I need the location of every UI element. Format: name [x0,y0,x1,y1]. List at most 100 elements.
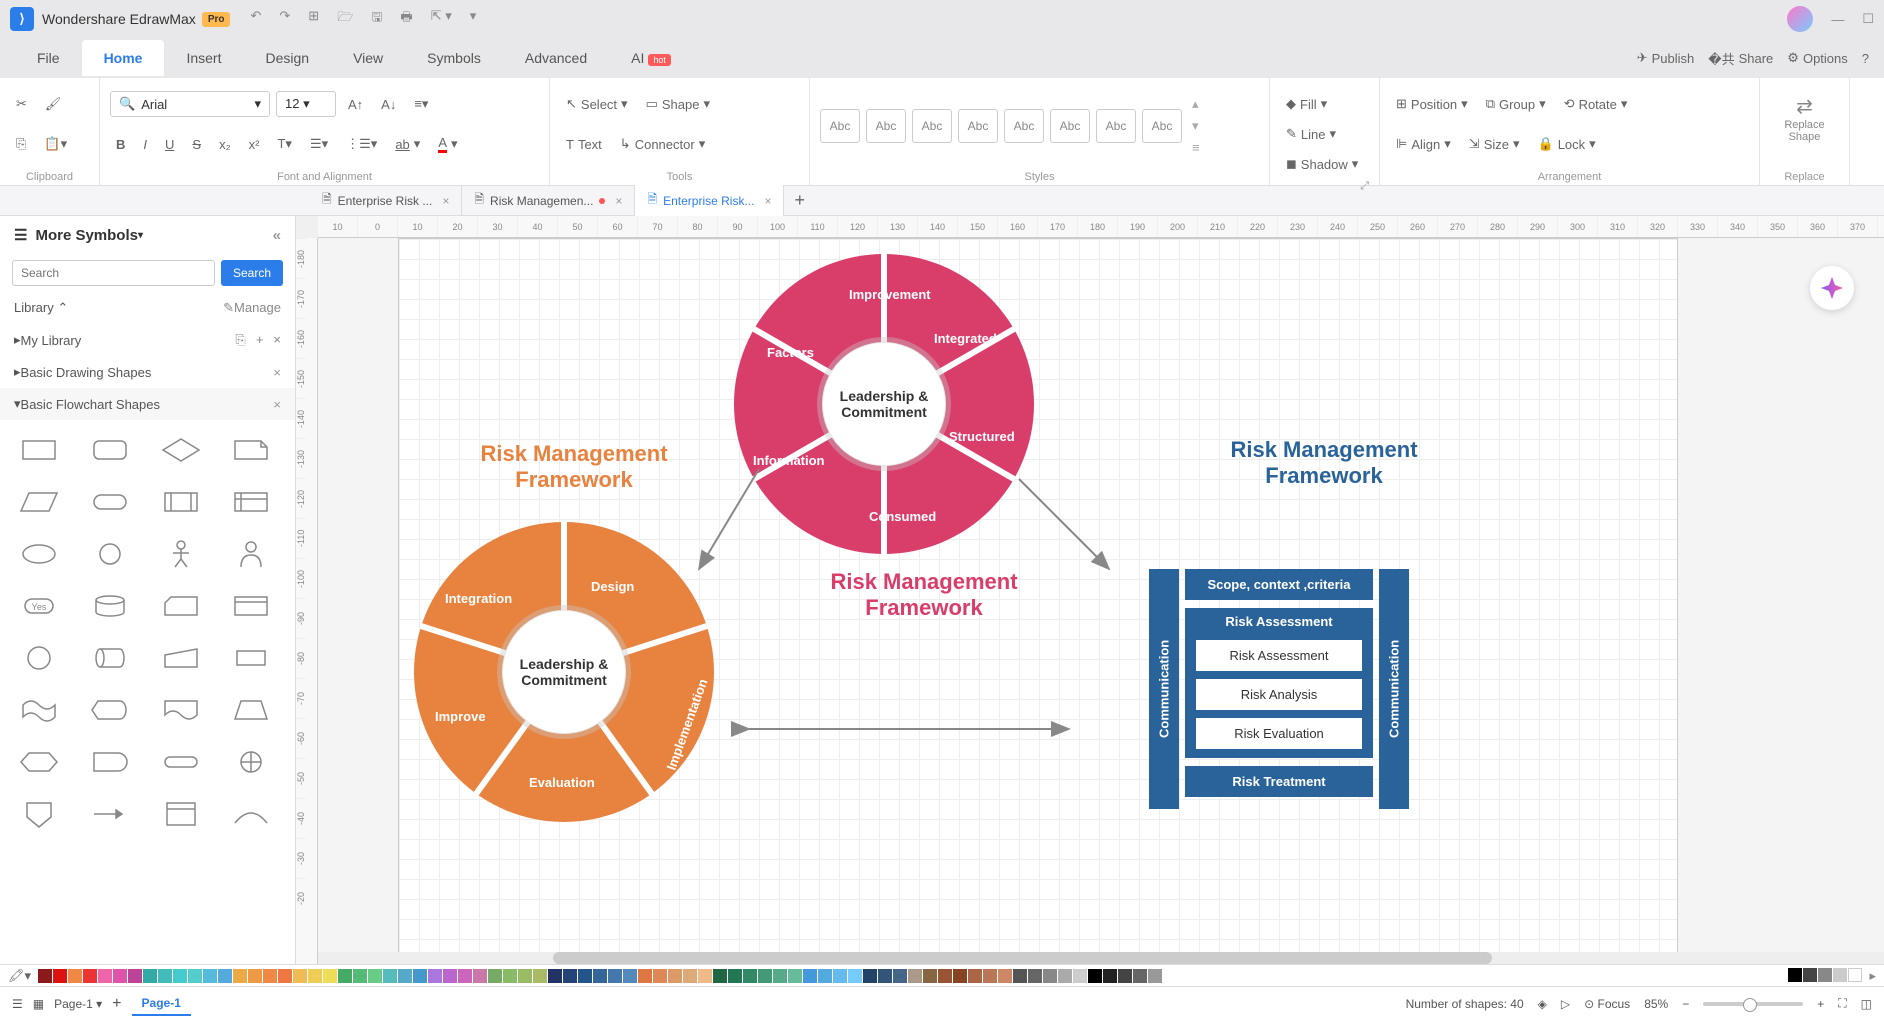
palette-swatch[interactable] [953,969,967,983]
new-icon[interactable]: ⊞ [308,8,319,30]
shape-delay[interactable] [83,742,137,782]
shape-rect[interactable] [12,430,66,470]
shape-card[interactable] [154,586,208,626]
drawing-page[interactable]: Leadership & Commitment Improvement Inte… [398,238,1678,964]
shape-display[interactable] [83,690,137,730]
fullscreen-icon[interactable]: ◫ [1861,997,1872,1011]
palette-swatch[interactable] [668,969,682,983]
palette-swatch[interactable] [203,969,217,983]
shape-parallelogram[interactable] [12,482,66,522]
select-tool[interactable]: ↖ Select ▾ [560,92,634,116]
palette-swatch[interactable] [368,969,382,983]
palette-swatch[interactable] [548,969,562,983]
format-painter-icon[interactable]: 🖌 [39,92,68,116]
shape-terminator[interactable] [83,482,137,522]
line-button[interactable]: ✎ Line ▾ [1280,122,1369,146]
palette-swatch[interactable] [803,969,817,983]
palette-swatch[interactable] [128,969,142,983]
palette-swatch[interactable] [503,969,517,983]
shape-or[interactable] [224,742,278,782]
style-7[interactable]: Abc [1096,109,1136,143]
palette-swatch[interactable] [848,969,862,983]
doc-tab-1[interactable]: 🗎 Enterprise Risk ...× [310,185,462,216]
layers-icon[interactable]: ◈ [1538,997,1547,1011]
doc-tab-3[interactable]: 🗎 Enterprise Risk...× [635,185,784,216]
font-select[interactable]: 🔍 Arial ▾ [110,91,270,117]
hamburger-icon[interactable]: ☰ [14,226,27,244]
palette-swatch[interactable] [113,969,127,983]
highlight-icon[interactable]: ab▾ [389,132,426,156]
palette-swatch[interactable] [263,969,277,983]
basic-flowchart-shapes[interactable]: Basic Flowchart Shapes [21,397,160,412]
line-spacing-icon[interactable]: ☰▾ [304,132,334,156]
palette-swatch[interactable] [1013,969,1027,983]
palette-swatch[interactable] [653,969,667,983]
palette-swatch[interactable] [593,969,607,983]
align-button[interactable]: ⊫ Align▾ [1390,132,1457,156]
shape-yes[interactable]: Yes [12,586,66,626]
zoom-out-button[interactable]: − [1682,997,1689,1011]
italic-icon[interactable]: I [137,133,153,156]
style-more-icon[interactable]: ≡ [1192,140,1200,155]
open-icon[interactable]: 🗁 [337,8,353,30]
page-list-icon[interactable]: ☰ [12,997,23,1011]
palette-swatch[interactable] [413,969,427,983]
style-1[interactable]: Abc [820,109,860,143]
collapse-panel-icon[interactable]: « [273,227,281,244]
palette-swatch[interactable] [998,969,1012,983]
menu-design[interactable]: Design [243,40,331,76]
search-button[interactable]: Search [221,260,283,286]
blue-risk-framework[interactable]: Communication Communication Scope, conte… [1149,569,1409,809]
align-left-icon[interactable]: ≡▾ [408,92,434,116]
more-icon[interactable]: ▾ [470,8,477,30]
palette-swatch[interactable] [248,969,262,983]
orange-donut-diagram[interactable]: Leadership & Commitment Design Implement… [409,517,719,827]
print-icon[interactable]: 🖶 [400,8,412,30]
size-button[interactable]: ⇲ Size▾ [1463,132,1526,156]
palette-swatch[interactable] [473,969,487,983]
palette-swatch[interactable] [1028,969,1042,983]
palette-swatch[interactable] [1088,969,1102,983]
options-button[interactable]: ⚙ Options [1787,50,1847,66]
close-icon[interactable]: × [273,332,281,348]
horizontal-scrollbar[interactable] [318,952,1884,964]
increase-font-icon[interactable]: A↑ [342,93,369,116]
shape-predefined[interactable] [154,482,208,522]
palette-gray2[interactable] [1818,968,1832,982]
palette-swatch[interactable] [893,969,907,983]
save-icon[interactable]: 🖫 [371,8,382,30]
palette-swatch[interactable] [323,969,337,983]
shape-user[interactable] [224,534,278,574]
copy-icon[interactable]: ⎘ [10,132,32,156]
shape-tape[interactable] [12,690,66,730]
palette-swatch[interactable] [863,969,877,983]
palette-swatch[interactable] [308,969,322,983]
underline-icon[interactable]: U [159,133,180,156]
palette-swatch[interactable] [923,969,937,983]
style-up-icon[interactable]: ▴ [1192,96,1200,112]
import-icon[interactable]: ⎘ [235,332,245,348]
palette-swatch[interactable] [353,969,367,983]
add-icon[interactable]: + [256,332,264,348]
fit-page-icon[interactable]: ⛶ [1838,996,1846,1011]
style-4[interactable]: Abc [958,109,998,143]
library-label[interactable]: Library ⌃ [14,300,68,316]
maximize-icon[interactable]: ☐ [1862,11,1874,27]
palette-swatch[interactable] [188,969,202,983]
palette-swatch[interactable] [818,969,832,983]
list-icon[interactable]: ⋮☰▾ [340,132,383,156]
palette-swatch[interactable] [578,969,592,983]
palette-more-icon[interactable]: ▸ [1869,968,1876,984]
palette-swatch[interactable] [983,969,997,983]
shape-database[interactable] [83,586,137,626]
new-tab-button[interactable]: + [784,190,815,211]
shape-circle[interactable] [83,534,137,574]
close-icon[interactable]: × [442,194,449,208]
close-icon[interactable]: × [273,397,281,412]
palette-gray3[interactable] [1833,968,1847,982]
lock-button[interactable]: 🔒 Lock▾ [1532,132,1602,156]
palette-swatch[interactable] [278,969,292,983]
menu-file[interactable]: File [15,40,82,76]
palette-swatch[interactable] [788,969,802,983]
style-2[interactable]: Abc [866,109,906,143]
